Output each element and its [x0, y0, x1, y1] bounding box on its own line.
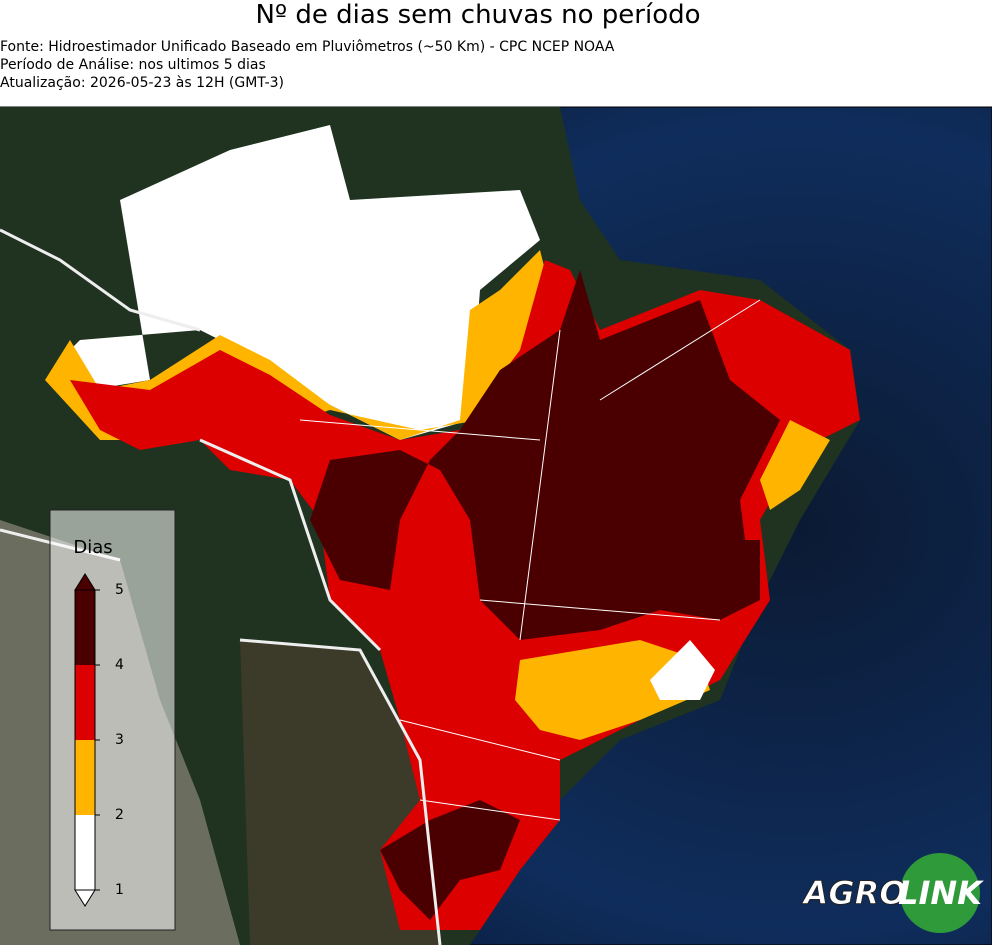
- logo-text: LINK: [898, 874, 984, 912]
- colorbar-tick-label: 5: [115, 582, 124, 598]
- colorbar-tick-label: 2: [115, 807, 124, 823]
- legend-box: [49, 509, 176, 931]
- colorbar-segment: [75, 740, 95, 815]
- colorbar-segment: [75, 815, 95, 890]
- region-2-3-southeast: [515, 640, 710, 740]
- country-borders: [0, 228, 442, 945]
- logo-circle: [900, 853, 980, 933]
- legend-title: Dias: [73, 537, 112, 558]
- update-line: Atualização: 2026-05-23 às 12H (GMT-3): [0, 75, 284, 91]
- colorbar-tick-label: 4: [115, 657, 124, 673]
- period-line: Período de Análise: nos ultimos 5 dias: [0, 57, 266, 73]
- map-title: Nº de dias sem chuvas no período: [255, 0, 701, 30]
- colorbar: 1 2 3 4 5: [74, 573, 124, 907]
- region-2-3-east: [760, 420, 830, 510]
- logo-text: AGRO: [801, 874, 907, 912]
- region-4-5: [310, 270, 780, 640]
- colorbar-segment: [75, 590, 95, 665]
- state-borders: [299, 299, 761, 821]
- colorbar-tick-label: 1: [115, 882, 124, 898]
- region-4-5-east: [700, 540, 760, 620]
- region-1-2: [60, 125, 540, 440]
- region-1-2-southeast: [650, 640, 715, 700]
- colorbar-segment: [75, 665, 95, 740]
- source-line: Fonte: Hidroestimador Unificado Baseado …: [0, 39, 615, 55]
- region-4-5-south: [380, 800, 520, 920]
- colorbar-tick-label: 3: [115, 732, 124, 748]
